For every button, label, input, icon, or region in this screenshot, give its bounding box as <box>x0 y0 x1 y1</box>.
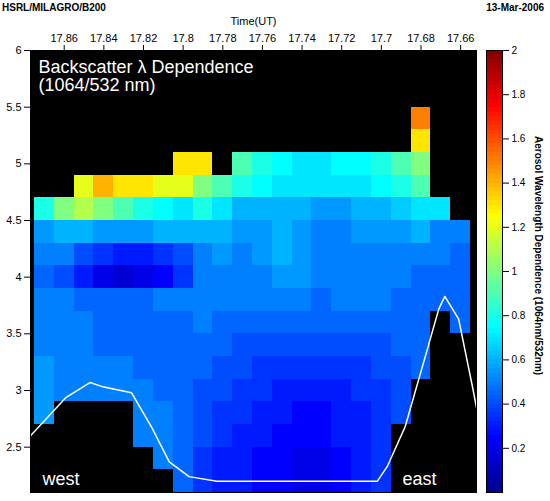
svg-text:1: 1 <box>512 266 518 277</box>
svg-text:17.74: 17.74 <box>288 32 316 44</box>
svg-text:Time(UT): Time(UT) <box>230 15 276 27</box>
svg-text:east: east <box>402 469 436 489</box>
svg-text:Backscatter λ Dependence(1064/: Backscatter λ Dependence(1064/532 nm) <box>39 57 254 95</box>
svg-text:4.5: 4.5 <box>6 214 21 226</box>
svg-text:west: west <box>42 469 80 489</box>
svg-text:2.5: 2.5 <box>6 441 21 453</box>
svg-text:5: 5 <box>15 157 21 169</box>
svg-text:17.84: 17.84 <box>90 32 118 44</box>
svg-text:17.8: 17.8 <box>172 32 193 44</box>
html-text:13-Mar-2006: 13-Mar-2006 <box>486 1 544 13</box>
html-text:HSRL/MILAGRO/B200: HSRL/MILAGRO/B200 <box>2 1 106 13</box>
svg-text:1.4: 1.4 <box>512 177 526 188</box>
svg-text:5.5: 5.5 <box>6 101 21 113</box>
svg-text:17.86: 17.86 <box>50 32 78 44</box>
svg-text:0.8: 0.8 <box>512 310 526 321</box>
svg-text:0.6: 0.6 <box>512 354 526 365</box>
svg-text:1.8: 1.8 <box>512 89 526 100</box>
svg-text:2: 2 <box>512 45 518 56</box>
svg-text:17.66: 17.66 <box>447 32 475 44</box>
svg-text:0.2: 0.2 <box>512 443 526 454</box>
svg-text:17.7: 17.7 <box>371 32 392 44</box>
html-text:Aerosol Wavelength Dependence: Aerosol Wavelength Dependence (1064nm/53… <box>532 136 544 376</box>
svg-text:1.6: 1.6 <box>512 133 526 144</box>
svg-text:4: 4 <box>15 271 21 283</box>
svg-text:17.72: 17.72 <box>328 32 356 44</box>
svg-text:17.68: 17.68 <box>407 32 435 44</box>
svg-text:17.78: 17.78 <box>209 32 237 44</box>
svg-text:0.4: 0.4 <box>512 398 526 409</box>
svg-text:17.76: 17.76 <box>249 32 277 44</box>
svg-text:6: 6 <box>15 44 21 56</box>
svg-text:17.82: 17.82 <box>130 32 158 44</box>
svg-text:3: 3 <box>15 384 21 396</box>
svg-text:3.5: 3.5 <box>6 327 21 339</box>
svg-text:1.2: 1.2 <box>512 222 526 233</box>
